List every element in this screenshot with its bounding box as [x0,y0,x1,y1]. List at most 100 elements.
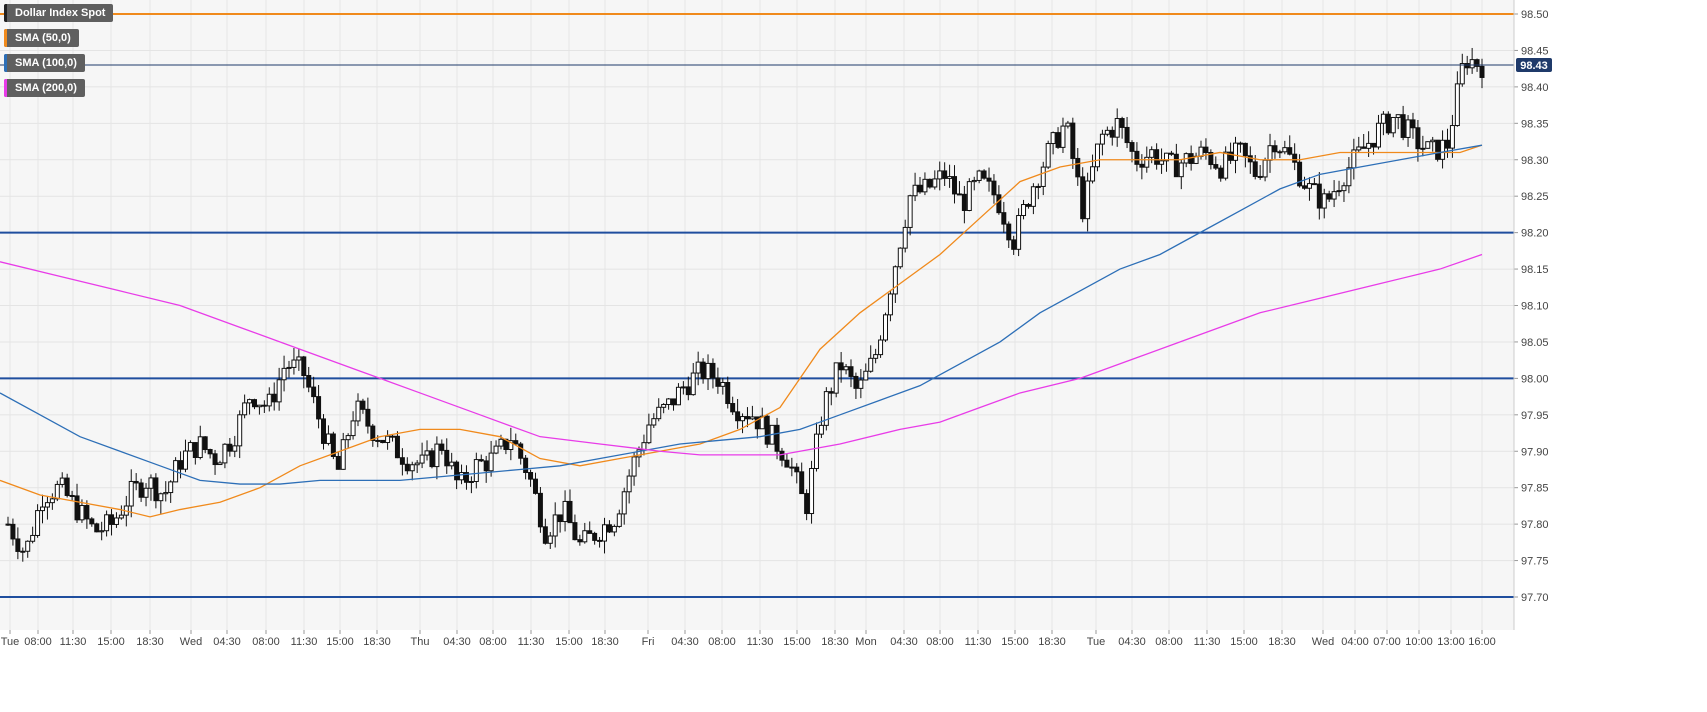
candle-body [429,450,435,468]
x-tick-label: 07:00 [1373,636,1401,648]
candle-body [242,402,248,416]
candle-body [1159,160,1165,165]
candle-body [1075,157,1081,178]
last-price-tag: 98.43 [1516,58,1552,73]
candle-body [592,532,598,541]
candle-body [631,456,637,477]
candle-body [1479,65,1485,78]
candle-body [84,505,90,520]
candle-body [1094,143,1100,168]
candle-body [212,453,218,466]
candle-body [927,178,933,188]
candle-body [1055,132,1061,148]
candle-body [873,354,879,359]
candle-body [887,293,893,316]
candle-body [685,386,691,396]
candle-body [148,477,154,489]
x-tick-label: 18:30 [136,636,164,648]
candle-body [1016,215,1022,250]
candle-body [266,393,272,407]
candle-body [552,514,558,537]
legend-item-sma200[interactable]: SMA (200,0) [4,79,85,97]
candle-body [321,418,327,444]
candle-body [611,525,617,533]
x-tick-label: 11:30 [291,636,318,648]
candle-body [1474,59,1480,67]
candle-body [1085,180,1091,220]
candle-body [360,400,366,410]
candle-body [1267,145,1273,161]
candle-body [424,450,430,456]
candle-body [961,193,967,211]
y-tick-label: 98.30 [1521,155,1549,167]
candle-body [715,377,721,387]
candle-body [572,522,578,541]
candle-body [996,194,1002,214]
candle-body [394,435,400,459]
candle-body [5,523,11,526]
sma-line [0,144,1483,518]
candle-body [1311,183,1317,186]
candle-body [1356,146,1362,151]
candle-body [1104,129,1110,135]
candle-body [271,393,277,403]
candle-body [853,375,859,389]
candle-body [1040,166,1046,187]
candle-body [256,404,262,408]
candle-body [261,404,267,407]
candle-body [399,457,405,465]
y-tick-label: 98.40 [1521,82,1549,94]
x-tick-label: Wed [1312,636,1334,648]
candle-body [409,464,415,472]
candle-body [375,439,381,442]
candle-body [1050,132,1056,145]
candle-body [651,418,657,426]
candle-body [454,461,460,481]
candle-body [532,478,538,494]
candle-body [207,449,213,455]
legend-item-price[interactable]: Dollar Index Spot [4,4,114,22]
legend-item-sma50[interactable]: SMA (50,0) [4,29,79,47]
candle-body [922,178,928,193]
candle-body [863,370,869,381]
x-tick-label: Fri [642,636,655,648]
y-axis-ticks: 98.50 98.45 98.40 98.35 98.30 98.25 98.20 98.15… [1514,9,1549,604]
candle-body [493,445,499,454]
x-tick-label: 15:00 [783,636,811,648]
candle-body [281,367,287,381]
candle-body [1237,142,1243,145]
candle-body [1444,139,1450,149]
y-tick-label: 98.20 [1521,228,1549,240]
x-tick-label: 15:00 [326,636,354,648]
candle-body [217,462,223,466]
candle-body [799,471,805,495]
y-tick-label: 98.05 [1521,337,1549,349]
candle-body [498,438,504,447]
candle-body [158,493,164,502]
candle-body [1173,153,1179,178]
candle-body [1001,212,1007,225]
candle-body [1400,114,1406,138]
xaxis-gutter [0,630,1707,712]
candle-body [705,362,711,380]
candle-body [774,424,780,452]
candle-body [1410,119,1416,129]
candle-body [247,399,253,404]
candle-body [1178,162,1184,178]
candle-body [1149,149,1155,158]
candle-body [15,538,21,552]
candle-body [483,460,489,472]
candle-body [1425,141,1431,149]
legend-item-sma100[interactable]: SMA (100,0) [4,54,85,72]
candle-body [20,550,26,553]
candle-body [1099,133,1105,145]
candle-body [1292,153,1298,163]
candle-body [473,459,479,482]
candle-body [345,435,351,441]
candle-body [1459,63,1465,85]
candle-body [912,184,918,197]
candle-body [1454,83,1460,127]
candle-body [1109,129,1115,138]
y-tick-label: 97.90 [1521,446,1549,458]
